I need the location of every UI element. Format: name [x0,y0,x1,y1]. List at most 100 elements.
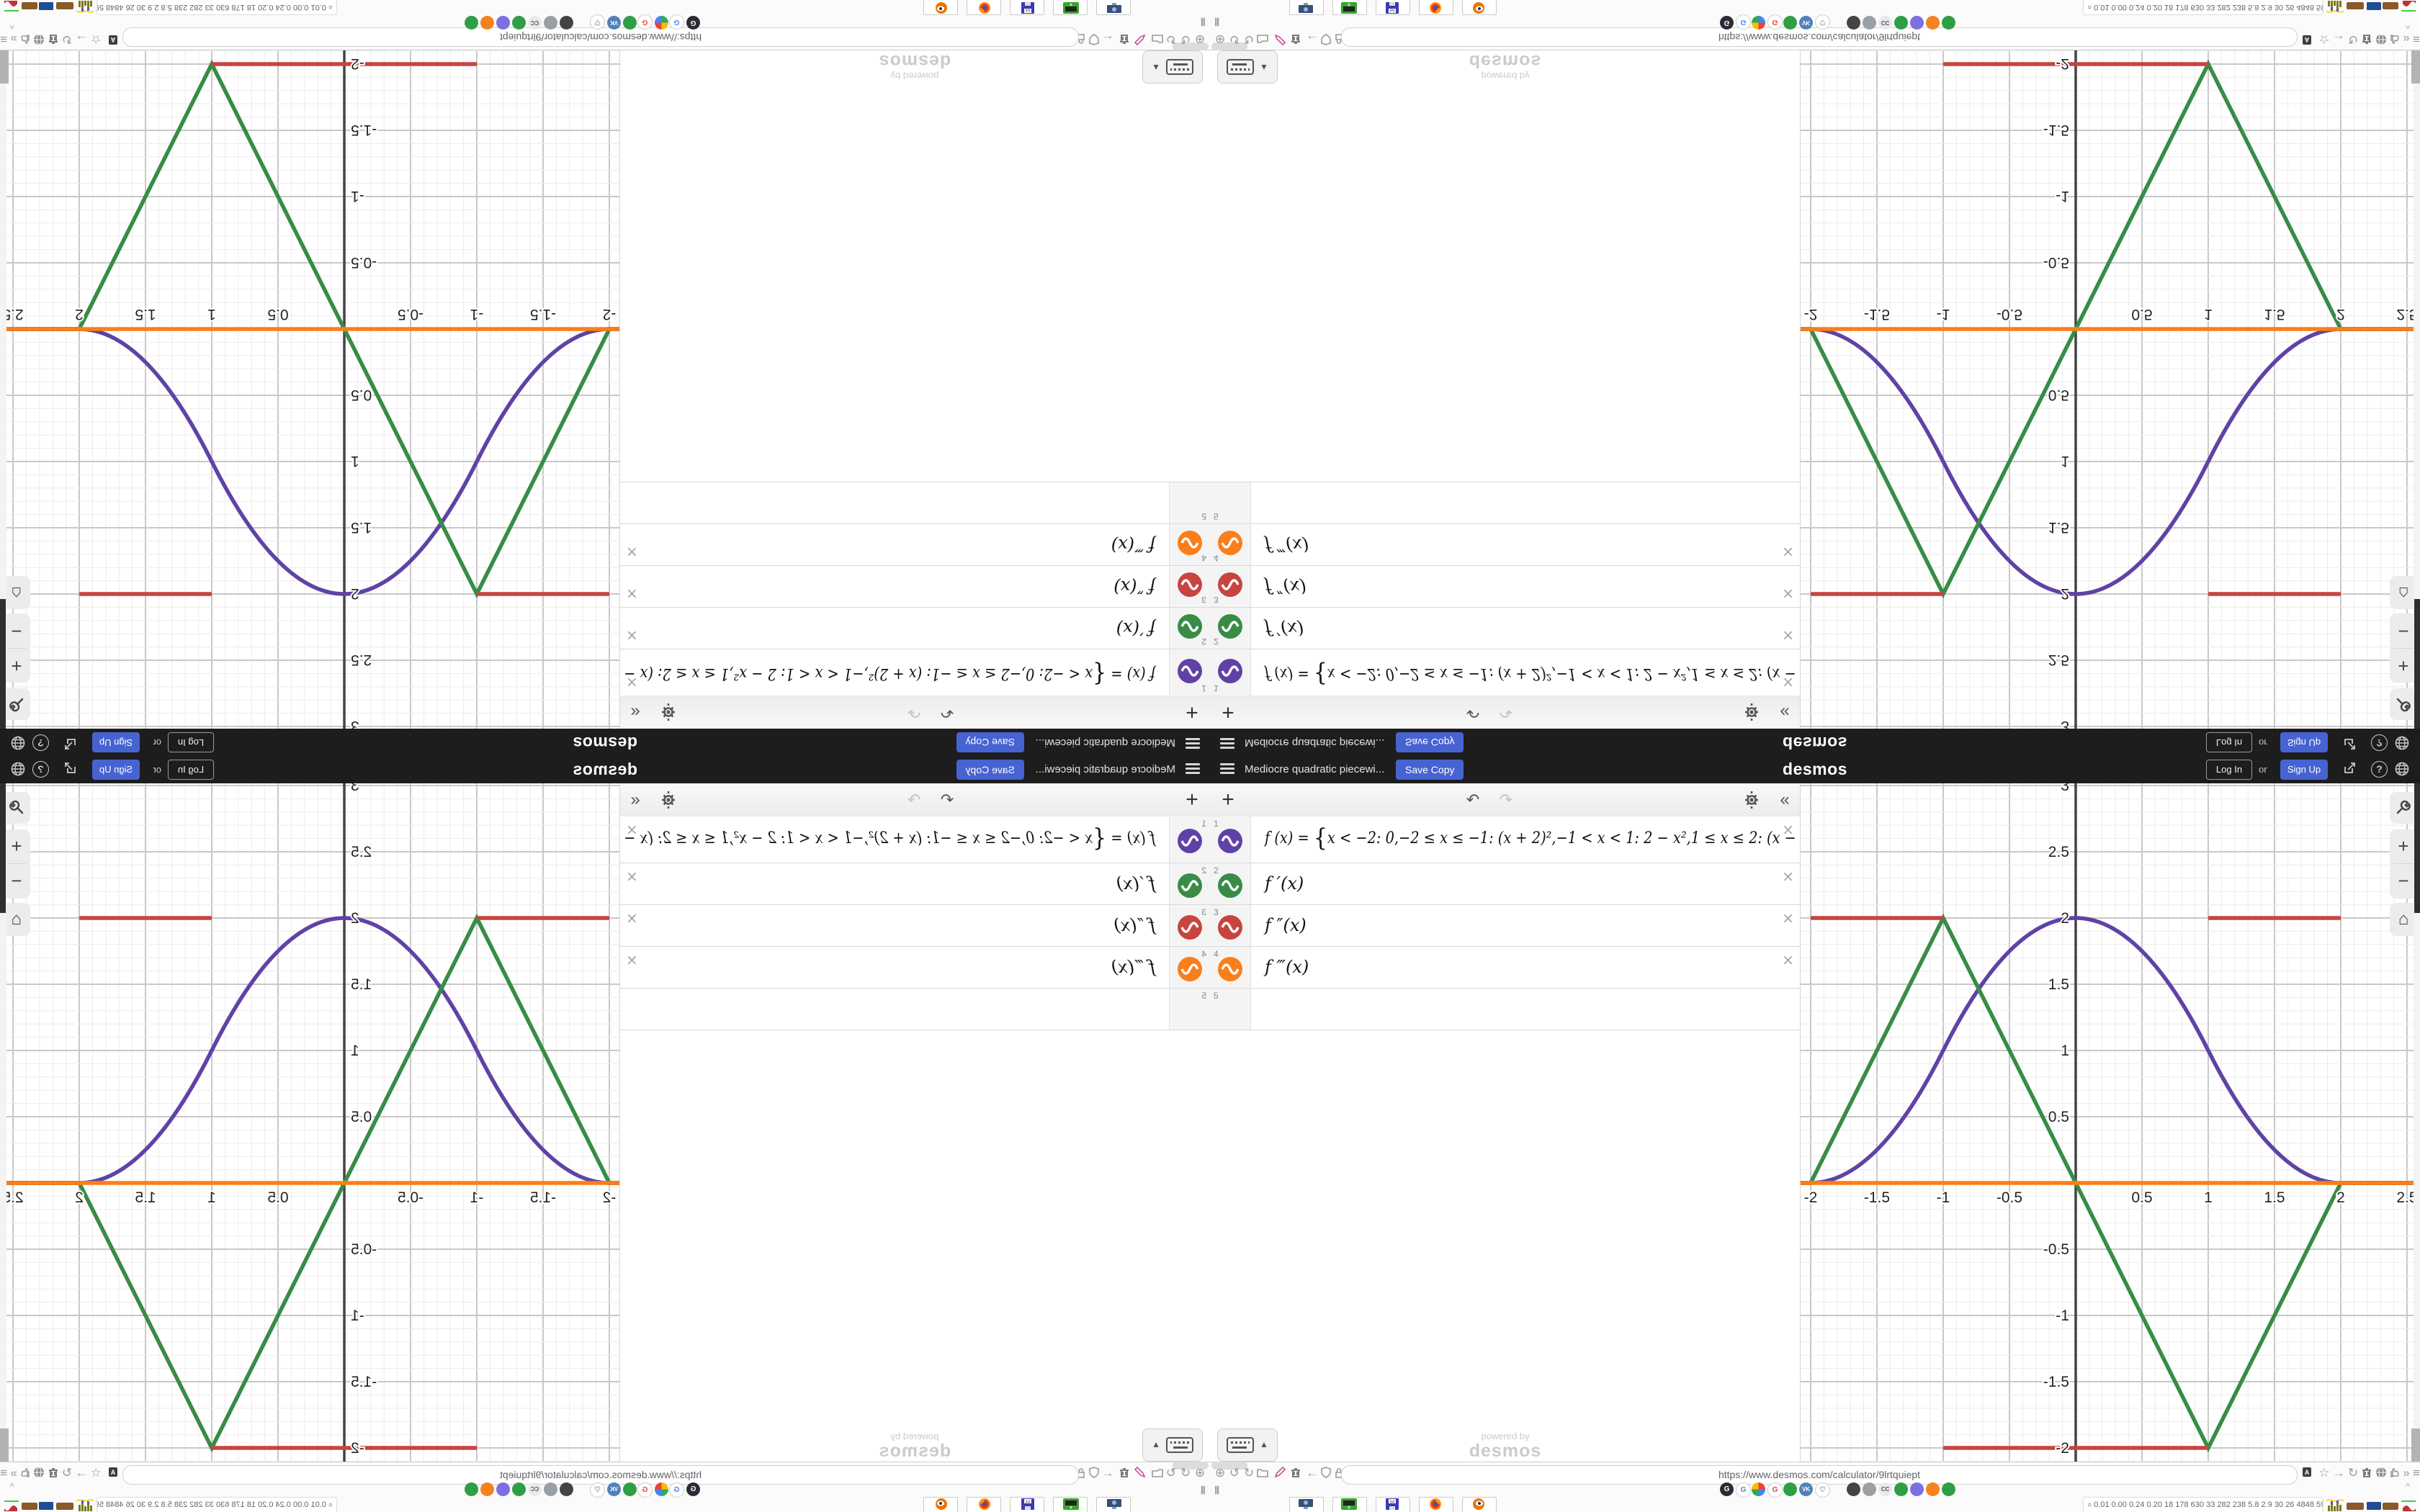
taskbar-app-firefox[interactable] [967,0,1001,15]
curve-color-icon[interactable] [1178,873,1202,898]
curve-color-icon[interactable] [1218,829,1242,853]
zoom-out-button[interactable]: − [11,621,22,642]
tray-caret-icon[interactable]: ^ [2406,20,2411,31]
bookmark-favicon[interactable] [655,1482,668,1496]
taskbar-app-floppy-64[interactable]: 64 [1376,0,1410,15]
scrollbar-thumb-grey[interactable] [0,1428,9,1462]
expression-latex[interactable]: f ′(x) [1265,618,1304,639]
reload-cw-icon[interactable]: ↻ [2347,1466,2359,1480]
pencil-icon[interactable] [1132,1466,1147,1480]
taskbar-app-console-green[interactable] [1332,0,1367,15]
bookmark-favicon[interactable] [623,16,637,30]
expression-latex[interactable]: f ‴(x) [1265,956,1309,977]
star-icon[interactable]: ☆ [90,32,102,46]
add-expression-button[interactable]: + [1222,701,1234,724]
panel-divider[interactable] [1800,783,1801,1462]
bookmark-favicon[interactable] [1942,16,1955,30]
scrollbar-track[interactable] [2414,783,2420,1462]
expression-latex[interactable]: f ‴(x) [1265,535,1309,556]
share-icon[interactable] [60,761,78,778]
bookmark-favicon[interactable] [1783,16,1797,30]
expression-gutter[interactable]: 1 [1169,649,1210,696]
bookmark-favicon[interactable] [496,16,510,30]
expression-row[interactable]: 2 f ′(x) × [620,863,1210,905]
curve-color-icon[interactable] [1178,614,1202,639]
menu-icon[interactable]: ≡ [0,32,7,46]
expression-gutter[interactable]: 2 [1169,863,1210,904]
taskbar-app-blender[interactable] [1462,1497,1497,1512]
login-button[interactable]: Log In [2206,732,2252,752]
translate-icon[interactable]: A [104,32,119,46]
graph-paper[interactable]: -2 -1.5 -1 -0.5 0.5 1 1.5 2 2.5 3 2.5 2 1.5 1 0.5 -0.5-… [1801,783,2420,1462]
remove-expression-button[interactable]: × [626,868,638,885]
trash-icon[interactable] [1116,32,1131,46]
url-bar[interactable]: https://www.desmos.com/calculator/9lrtqu… [1341,1465,2298,1485]
collapse-panel-button[interactable]: « [630,703,640,722]
bookmark-favicon[interactable] [1942,1482,1955,1496]
graph-paper[interactable]: -2 -1.5 -1 -0.5 0.5 1 1.5 2 2.5 3 2.5 2 1.5 1 0.5 -0.5-… [0,783,619,1462]
pencil-icon[interactable] [1132,32,1147,46]
bookmark-favicon[interactable]: CC [1878,16,1892,30]
taskbar-app-floppy-64[interactable]: 64 [1010,1497,1044,1512]
save-copy-button[interactable]: Save Copy [1396,732,1464,752]
curve-color-icon[interactable] [1218,956,1242,981]
share-icon[interactable] [60,734,78,751]
scrollbar-thumb-grey[interactable] [2411,50,2420,84]
signup-button[interactable]: Sign Up [92,732,140,752]
expression-row[interactable]: 2 f ′(x) × [620,607,1210,649]
bookmark-favicon[interactable] [1863,16,1876,30]
bookmark-favicon[interactable] [496,1482,510,1496]
keypad-toggle-button[interactable]: ▲ [1142,1428,1203,1462]
curve-color-icon[interactable] [1178,659,1202,683]
taskbar-app-floppy-64[interactable]: 64 [1376,1497,1410,1512]
undo-button[interactable]: ↶ [1466,791,1480,809]
expression-gutter[interactable]: 1 [1169,816,1210,863]
expression-row[interactable]: 3 f ″(x) × [1210,565,1800,607]
hamburger-menu-icon[interactable] [1186,763,1200,775]
share-icon[interactable] [2342,761,2360,778]
bookmark-favicon[interactable] [512,1482,526,1496]
taskbar-app-floppy-64[interactable]: 64 [1010,0,1044,15]
bookmark-favicon[interactable]: G [686,16,700,30]
login-button[interactable]: Log In [168,760,214,780]
globe-solid-icon[interactable] [31,32,45,46]
help-icon[interactable]: ? [2371,761,2388,778]
curve-color-icon[interactable] [1218,914,1242,940]
desmos-logo[interactable]: desmos [573,734,637,752]
expression-latex[interactable]: f ′(x) [1116,618,1155,639]
bookmark-favicon[interactable]: ♡ [1815,14,1830,30]
zoom-out-button[interactable]: − [11,870,22,891]
expression-row[interactable]: 1 f (x) = {x < −2: 0,−2 ≤ x ≤ −1: (x + 2)… [526,649,1210,696]
trash-icon[interactable] [1289,32,1304,46]
expression-latex[interactable]: f ″(x) [1265,914,1307,935]
add-expression-button[interactable]: + [1186,701,1198,724]
bookmark-favicon[interactable]: CC [528,16,542,30]
arrow-left-icon[interactable]: ← [1306,32,1319,46]
expression-row[interactable]: 3 f ″(x) × [620,905,1210,947]
expression-row[interactable]: 5 [620,482,1210,523]
graph-settings-gear-icon[interactable] [657,783,677,816]
zoom-out-button[interactable]: − [2398,870,2409,891]
language-globe-icon[interactable] [2394,734,2411,751]
scrollbar-thumb-dark[interactable] [0,599,6,729]
arrow-right-icon[interactable]: → [75,32,88,46]
desmos-logo[interactable]: desmos [573,760,637,778]
bookmark-favicon[interactable]: G [1736,1482,1751,1498]
thumb-icon[interactable] [17,32,31,46]
help-icon[interactable]: ? [32,734,49,751]
taskbar-app-firefox[interactable] [1419,0,1453,15]
taskbar-app-blender[interactable] [923,0,958,15]
bookmark-favicon[interactable] [1752,1482,1765,1496]
hamburger-menu-icon[interactable] [1186,737,1200,749]
expression-latex[interactable]: f ‴(x) [1111,535,1155,556]
taskbar-app-screen-monitor[interactable] [1289,1497,1324,1512]
graph-tools-wrench-button[interactable] [3,688,30,720]
bookmark-favicon[interactable]: G [637,1482,653,1498]
bookmark-favicon[interactable] [1910,16,1924,30]
hamburger-menu-icon[interactable] [1220,737,1234,749]
pencil-icon[interactable] [1273,32,1288,46]
remove-expression-button[interactable]: × [1782,674,1794,691]
undo-button[interactable]: ↶ [1466,703,1480,721]
bookmark-favicon[interactable]: G [669,14,684,30]
bookmark-favicon[interactable] [1863,1482,1876,1496]
